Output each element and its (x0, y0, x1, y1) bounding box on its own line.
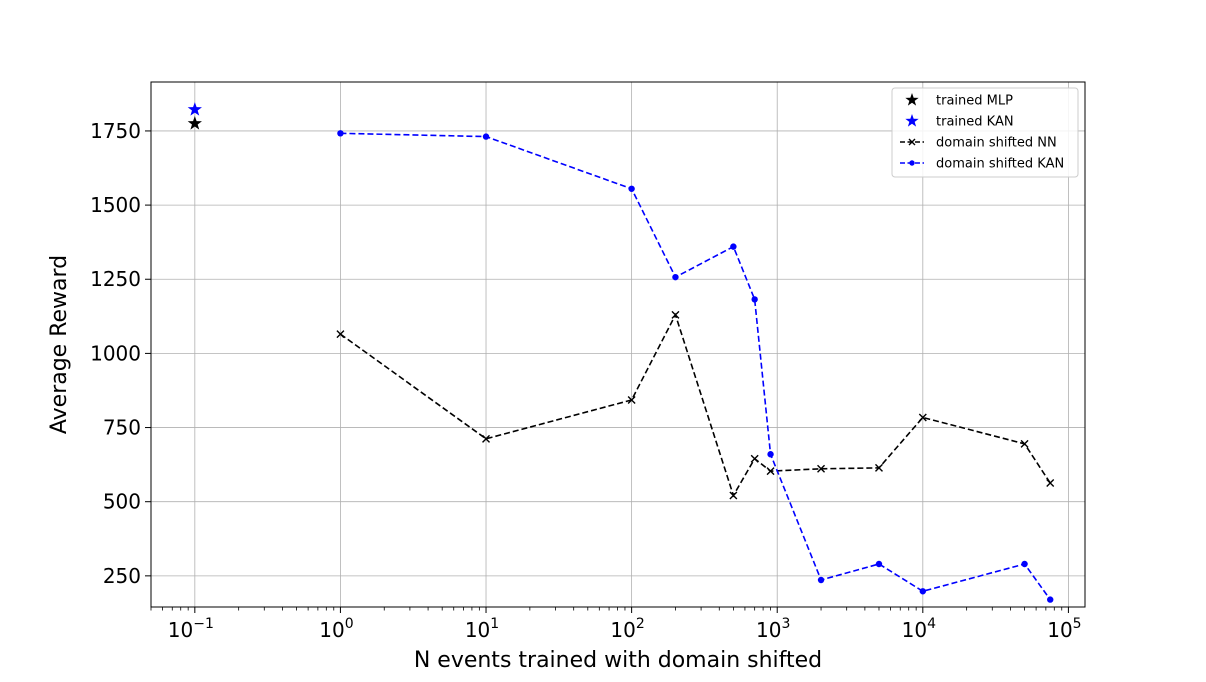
data-point (874, 463, 883, 472)
x-tick-label: 105 (1047, 616, 1081, 642)
data-point (919, 588, 927, 595)
data-point (817, 576, 825, 584)
series-trained-mlp (187, 116, 202, 130)
x-tick-label-exponent: 1 (490, 616, 499, 632)
y-tick-label: 1250 (90, 267, 141, 291)
data-point (817, 464, 826, 473)
plot-frame (150, 81, 1086, 608)
x-tick-label: 101 (465, 616, 499, 642)
x-tick-label: 104 (902, 616, 936, 642)
legend-item: domain shifted NN (900, 136, 1057, 151)
x-tick-label: 102 (610, 616, 644, 642)
legend: trained MLP trained KAN domain shifted NN d… (891, 87, 1079, 178)
legend-box (891, 87, 1079, 178)
legend-marker (909, 160, 915, 166)
legend-marker (905, 114, 919, 127)
y-tick-label: 500 (103, 490, 141, 514)
legend-marker (905, 93, 919, 106)
x-tick-label-base: 10 (610, 618, 635, 642)
data-point (729, 491, 738, 500)
series-domain-shifted-kan (337, 130, 1054, 603)
x-axis-title: N events trained with domain shifted (414, 648, 822, 673)
x-tick-label-base: 10 (465, 618, 490, 642)
x-tick-label-base: 10 (319, 618, 344, 642)
data-point (767, 451, 774, 458)
data-point (671, 310, 680, 319)
data-point (875, 560, 883, 568)
data-point (750, 454, 759, 463)
x-tick-label: 100 (319, 616, 353, 642)
x-tick-label-exponent: 3 (781, 616, 790, 632)
series-layer (187, 102, 1055, 603)
data-point (187, 102, 202, 116)
data-point (1020, 439, 1029, 448)
data-point (482, 133, 490, 140)
x-tick-label: 10−1 (168, 616, 214, 642)
x-tick-label-exponent: 0 (345, 616, 354, 632)
data-point (336, 330, 345, 339)
legend-item: trained KAN (905, 114, 1014, 130)
x-tick-label-base: 10 (168, 618, 193, 642)
x-tick-label-exponent: −1 (193, 616, 214, 632)
data-point (337, 130, 344, 137)
legend-label: domain shifted KAN (936, 157, 1064, 172)
y-tick-label: 1000 (90, 341, 141, 365)
y-tick-label: 1500 (90, 193, 141, 217)
data-point (766, 467, 775, 476)
data-point (1047, 596, 1054, 603)
data-point (482, 434, 491, 443)
legend-marker (908, 138, 916, 146)
series-domain-shifted-nn (336, 310, 1055, 500)
legend-item: trained MLP (905, 93, 1013, 109)
x-tick-label-exponent: 2 (636, 616, 645, 632)
legend-item: domain shifted KAN (900, 157, 1064, 172)
data-point (627, 395, 636, 404)
data-point (628, 185, 635, 192)
legend-label: trained MLP (936, 94, 1013, 109)
data-point (1046, 479, 1055, 488)
y-axis-title: Average Reward (47, 255, 72, 434)
y-tick-label: 750 (103, 416, 141, 440)
data-point (672, 273, 679, 281)
x-tick-label-exponent: 4 (927, 616, 936, 632)
x-tick-label-base: 10 (902, 618, 927, 642)
series-trained-kan (187, 102, 202, 116)
data-point (730, 243, 737, 250)
series-line (340, 132, 1051, 601)
data-point (918, 413, 927, 422)
series-line (339, 312, 1051, 498)
data-point (1021, 560, 1028, 568)
x-tick-label-exponent: 5 (1073, 616, 1082, 632)
x-tick-label: 103 (756, 616, 790, 642)
axes: 10−1 100 101 102 103 104 105250500750100012501… (90, 119, 1082, 642)
data-point (751, 296, 758, 303)
x-tick-label-base: 10 (1047, 618, 1072, 642)
legend-label: domain shifted NN (936, 136, 1057, 151)
legend-label: trained KAN (936, 115, 1014, 130)
x-tick-label-base: 10 (756, 618, 781, 642)
data-point (187, 116, 202, 130)
y-tick-label: 1750 (90, 119, 141, 143)
y-tick-label: 250 (103, 564, 141, 588)
